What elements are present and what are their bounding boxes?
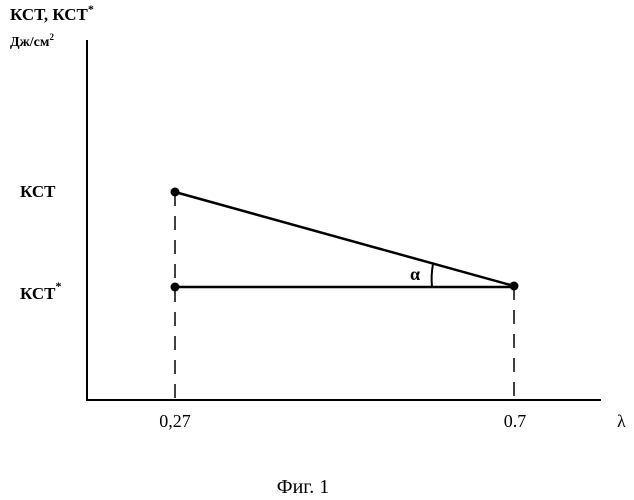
y-axis-title-line1-sup: * xyxy=(88,2,94,16)
angle-alpha-label: α xyxy=(410,264,420,284)
point-end xyxy=(510,282,519,291)
y-label-kct-star-text: КСТ xyxy=(20,284,56,303)
y-axis-title-line1: КСТ, КСТ* xyxy=(10,2,94,24)
y-label-kct-star-sup: * xyxy=(56,279,62,293)
y-axis-title-line1-text: КСТ, КСТ xyxy=(10,5,88,24)
x-axis-lambda-label: λ xyxy=(617,411,626,431)
x-tick-0-27: 0,27 xyxy=(159,411,191,431)
point-kct-lower xyxy=(171,283,180,292)
y-axis-title-line2: Дж/см2 xyxy=(10,32,54,50)
y-axis-units-text: Дж/см xyxy=(10,35,50,50)
y-label-kct-star: КСТ* xyxy=(20,279,62,303)
sloped-line xyxy=(175,192,514,286)
point-kct-upper xyxy=(171,188,180,197)
figure-caption: Фиг. 1 xyxy=(277,476,329,498)
angle-arc xyxy=(432,264,433,287)
y-axis-units-sup: 2 xyxy=(49,32,54,42)
y-label-kct: КСТ xyxy=(20,182,56,201)
x-tick-0-7: 0.7 xyxy=(504,411,527,431)
